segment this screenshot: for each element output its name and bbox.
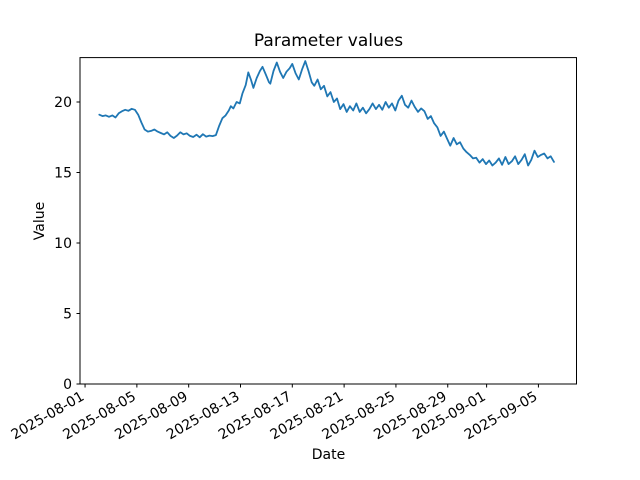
- x-axis-label: Date: [311, 447, 346, 463]
- chart-title: Parameter values: [253, 31, 404, 51]
- axes-frame: [79, 57, 577, 385]
- y-tick-label: 5: [63, 307, 72, 323]
- y-tick-label: 20: [54, 95, 72, 111]
- y-tick-label: 0: [63, 377, 72, 393]
- data-line-parameter: [98, 60, 555, 167]
- y-tick-label: 10: [54, 236, 72, 252]
- y-tick-label: 15: [54, 166, 72, 182]
